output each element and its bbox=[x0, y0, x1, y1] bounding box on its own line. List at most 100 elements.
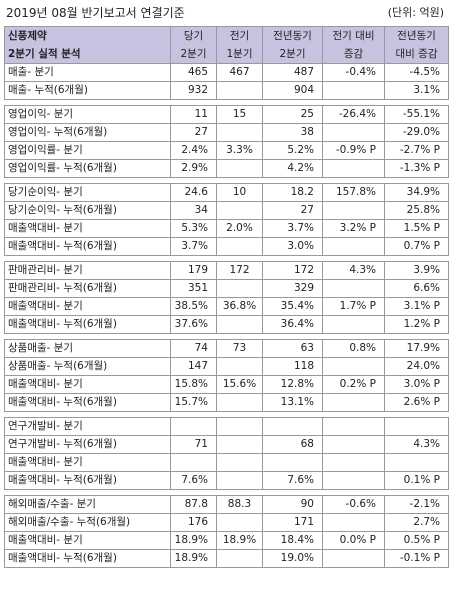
header-previous-line1: 전기 bbox=[229, 30, 250, 42]
header-company: 신풍제약 2분기 실적 분석 bbox=[4, 26, 171, 64]
row-label: 상품매출- 분기 bbox=[4, 339, 171, 358]
row-label: 영업이익- 분기 bbox=[4, 105, 171, 124]
table-row: 매출액대비- 분기 bbox=[4, 453, 449, 472]
previous-value bbox=[216, 453, 263, 472]
previous-value: 467 bbox=[216, 63, 263, 82]
previous-value bbox=[216, 393, 263, 412]
row-label: 매출- 누적(6개월) bbox=[4, 81, 171, 100]
row-label: 매출액대비- 분기 bbox=[4, 375, 171, 394]
previous-value: 172 bbox=[216, 261, 263, 280]
table-row: 연구개발비- 분기 bbox=[4, 417, 449, 436]
qoq-change: 0.0% P bbox=[322, 531, 385, 550]
table-row: 해외매출/수출- 분기 87.8 88.3 90 -0.6% -2.1% bbox=[4, 495, 449, 514]
current-value bbox=[170, 417, 217, 436]
current-value: 38.5% bbox=[170, 297, 217, 316]
qoq-change: 0.2% P bbox=[322, 375, 385, 394]
prior-year-value: 4.2% bbox=[262, 159, 323, 178]
current-value: 24.6 bbox=[170, 183, 217, 202]
row-label: 연구개발비- 분기 bbox=[4, 417, 171, 436]
qoq-change bbox=[322, 453, 385, 472]
previous-value: 18.9% bbox=[216, 531, 263, 550]
prior-year-value: 118 bbox=[262, 357, 323, 376]
previous-value: 2.0% bbox=[216, 219, 263, 238]
qoq-change bbox=[322, 123, 385, 142]
prior-year-value: 18.2 bbox=[262, 183, 323, 202]
yoy-change: 1.2% P bbox=[384, 315, 449, 334]
table-row: 상품매출- 누적(6개월) 147 118 24.0% bbox=[4, 357, 449, 376]
current-value: 351 bbox=[170, 279, 217, 298]
qoq-change: -0.9% P bbox=[322, 141, 385, 160]
prior-year-value: 27 bbox=[262, 201, 323, 220]
qoq-change bbox=[322, 357, 385, 376]
header-qoq-line1: 전기 대비 bbox=[332, 30, 375, 42]
prior-year-value: 171 bbox=[262, 513, 323, 532]
qoq-change bbox=[322, 159, 385, 178]
report-title: 2019년 08월 반기보고서 연결기준 bbox=[6, 6, 185, 20]
yoy-change: 0.7% P bbox=[384, 237, 449, 256]
prior-year-value: 19.0% bbox=[262, 549, 323, 568]
table-row: 매출액대비- 누적(6개월) 3.7% 3.0% 0.7% P bbox=[4, 237, 449, 256]
row-label: 당기순이익- 누적(6개월) bbox=[4, 201, 171, 220]
prior-year-value: 18.4% bbox=[262, 531, 323, 550]
previous-value bbox=[216, 237, 263, 256]
header-previous: 전기 1분기 bbox=[216, 26, 263, 64]
qoq-change bbox=[322, 417, 385, 436]
current-value: 34 bbox=[170, 201, 217, 220]
prior-year-value: 3.7% bbox=[262, 219, 323, 238]
yoy-change: 3.1% P bbox=[384, 297, 449, 316]
yoy-change: -2.1% bbox=[384, 495, 449, 514]
yoy-change: 4.3% bbox=[384, 435, 449, 454]
prior-year-value: 172 bbox=[262, 261, 323, 280]
row-label: 영업이익률- 누적(6개월) bbox=[4, 159, 171, 178]
yoy-change: 34.9% bbox=[384, 183, 449, 202]
previous-value: 3.3% bbox=[216, 141, 263, 160]
current-value: 7.6% bbox=[170, 471, 217, 490]
prior-year-value: 13.1% bbox=[262, 393, 323, 412]
header-company-line1: 신풍제약 bbox=[8, 30, 47, 42]
prior-year-value: 5.2% bbox=[262, 141, 323, 160]
table-row: 매출액대비- 분기 15.8% 15.6% 12.8% 0.2% P 3.0% P bbox=[4, 375, 449, 394]
current-value: 147 bbox=[170, 357, 217, 376]
qoq-change bbox=[322, 471, 385, 490]
header-yoy-line2: 대비 증감 bbox=[395, 48, 438, 60]
current-value: 932 bbox=[170, 81, 217, 100]
table-row: 매출- 분기 465 467 487 -0.4% -4.5% bbox=[4, 63, 449, 82]
yoy-change: 1.5% P bbox=[384, 219, 449, 238]
header-current: 당기 2분기 bbox=[170, 26, 217, 64]
yoy-change bbox=[384, 417, 449, 436]
header-prior-year-line1: 전년동기 bbox=[273, 30, 312, 42]
qoq-change: -0.4% bbox=[322, 63, 385, 82]
previous-value bbox=[216, 81, 263, 100]
table-row: 매출액대비- 분기 38.5% 36.8% 35.4% 1.7% P 3.1% P bbox=[4, 297, 449, 316]
qoq-change: 3.2% P bbox=[322, 219, 385, 238]
yoy-change: 0.1% P bbox=[384, 471, 449, 490]
yoy-change: 2.6% P bbox=[384, 393, 449, 412]
row-label: 영업이익률- 분기 bbox=[4, 141, 171, 160]
prior-year-value: 25 bbox=[262, 105, 323, 124]
qoq-change bbox=[322, 201, 385, 220]
qoq-change bbox=[322, 237, 385, 256]
current-value: 37.6% bbox=[170, 315, 217, 334]
yoy-change: 3.1% bbox=[384, 81, 449, 100]
yoy-change: 3.0% P bbox=[384, 375, 449, 394]
table-row: 영업이익- 분기 11 15 25 -26.4% -55.1% bbox=[4, 105, 449, 124]
yoy-change: 6.6% bbox=[384, 279, 449, 298]
current-value: 71 bbox=[170, 435, 217, 454]
current-value: 11 bbox=[170, 105, 217, 124]
prior-year-value: 329 bbox=[262, 279, 323, 298]
current-value: 18.9% bbox=[170, 531, 217, 550]
previous-value: 73 bbox=[216, 339, 263, 358]
row-label: 영업이익- 누적(6개월) bbox=[4, 123, 171, 142]
previous-value bbox=[216, 549, 263, 568]
header-yoy: 전년동기 대비 증감 bbox=[384, 26, 449, 64]
table-row: 매출액대비- 누적(6개월) 18.9% 19.0% -0.1% P bbox=[4, 549, 449, 568]
qoq-change: 157.8% bbox=[322, 183, 385, 202]
table-row: 당기순이익- 누적(6개월) 34 27 25.8% bbox=[4, 201, 449, 220]
prior-year-value: 904 bbox=[262, 81, 323, 100]
qoq-change bbox=[322, 81, 385, 100]
previous-value bbox=[216, 123, 263, 142]
row-label: 판매관리비- 누적(6개월) bbox=[4, 279, 171, 298]
prior-year-value: 3.0% bbox=[262, 237, 323, 256]
row-label: 상품매출- 누적(6개월) bbox=[4, 357, 171, 376]
yoy-change: 17.9% bbox=[384, 339, 449, 358]
